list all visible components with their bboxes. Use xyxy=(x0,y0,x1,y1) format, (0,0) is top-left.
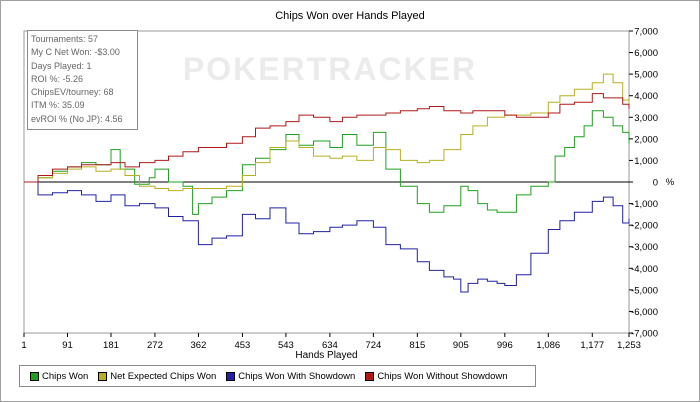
y-tick-label: -6,000 xyxy=(631,307,658,318)
chart-legend: Chips Won Net Expected Chips Won Chips W… xyxy=(19,365,536,387)
x-tick-label: 453 xyxy=(234,340,250,351)
y-unit-label: % xyxy=(666,177,675,188)
x-tick-label: 815 xyxy=(409,340,425,351)
y-tick-label: 2,000 xyxy=(634,134,658,145)
y-tick-label: 7,000 xyxy=(634,27,658,38)
series-layer xyxy=(24,73,630,293)
x-tick-label: 905 xyxy=(453,340,469,351)
stat-evroi: evROI % (No JP): 4.56 xyxy=(31,113,123,124)
stat-itm: ITM %: 35.09 xyxy=(31,100,85,111)
y-tick-label: -7,000 xyxy=(631,329,658,340)
y-tick-label: 0 xyxy=(653,178,658,189)
x-tick-label: 181 xyxy=(103,340,119,351)
x-tick-label: 362 xyxy=(191,340,207,351)
legend-item-net-expected[interactable]: Net Expected Chips Won xyxy=(98,371,216,382)
stats-box: Tournaments: 57 My C Net Won: -$3.00 Day… xyxy=(27,30,138,131)
x-tick-label: 724 xyxy=(365,340,381,351)
x-tick-label: 272 xyxy=(147,340,163,351)
x-tick-label: 1,086 xyxy=(536,340,560,351)
y-tick-label: -3,000 xyxy=(631,242,658,253)
x-tick-label: 1,177 xyxy=(580,340,604,351)
legend-label: Chips Won Without Showdown xyxy=(377,370,508,382)
series-line-2 xyxy=(24,181,630,293)
stat-roi: ROI %: -5.26 xyxy=(31,73,84,84)
axes: 1 91 181 272 362 453 543 634 724 815 905 996 1,086 1,… xyxy=(21,27,674,362)
x-tick-label: 634 xyxy=(322,340,338,351)
legend-swatch xyxy=(98,371,108,381)
legend-swatch xyxy=(30,371,39,381)
y-tick-label: 6,000 xyxy=(634,48,658,59)
x-tick-label: 1 xyxy=(21,340,26,351)
legend-item-without-showdown[interactable]: Chips Won Without Showdown xyxy=(365,370,508,382)
series-line-3 xyxy=(24,93,630,183)
y-tick-label: 5,000 xyxy=(634,70,658,81)
y-tick-label: 1,000 xyxy=(634,156,658,167)
stat-chips-ev: ChipsEV/tourney: 68 xyxy=(31,87,114,98)
y-tick-label: -2,000 xyxy=(631,221,658,232)
legend-swatch xyxy=(365,371,375,381)
x-tick-label: 543 xyxy=(278,340,294,351)
stat-net-won: My C Net Won: -$3.00 xyxy=(31,47,120,58)
series-line-0 xyxy=(24,110,630,215)
x-tick-label: 996 xyxy=(497,340,513,351)
legend-label: Net Expected Chips Won xyxy=(110,370,217,382)
y-tick-label: -1,000 xyxy=(631,199,658,210)
stat-tournaments: Tournaments: 57 xyxy=(31,34,99,44)
watermark-text: POKERTRACKER xyxy=(183,51,477,87)
x-axis-label: Hands Played xyxy=(295,350,357,361)
x-tick-label: 1,253 xyxy=(617,340,641,351)
y-tick-label: -4,000 xyxy=(631,264,658,275)
legend-label: Chips Won With Showdown xyxy=(238,370,356,382)
legend-item-with-showdown[interactable]: Chips Won With Showdown xyxy=(226,371,355,382)
y-tick-label: 4,000 xyxy=(634,91,658,102)
y-tick-label: -5,000 xyxy=(631,285,658,296)
x-tick-label: 91 xyxy=(62,340,73,351)
series-line-1 xyxy=(24,73,630,192)
legend-label: Chips Won xyxy=(42,370,89,382)
legend-swatch xyxy=(226,371,236,381)
stat-days-played: Days Played: 1 xyxy=(31,60,92,71)
legend-item-chips-won[interactable]: Chips Won xyxy=(30,371,88,382)
y-tick-label: 3,000 xyxy=(634,113,658,124)
chart-title: Chips Won over Hands Played xyxy=(275,10,425,22)
